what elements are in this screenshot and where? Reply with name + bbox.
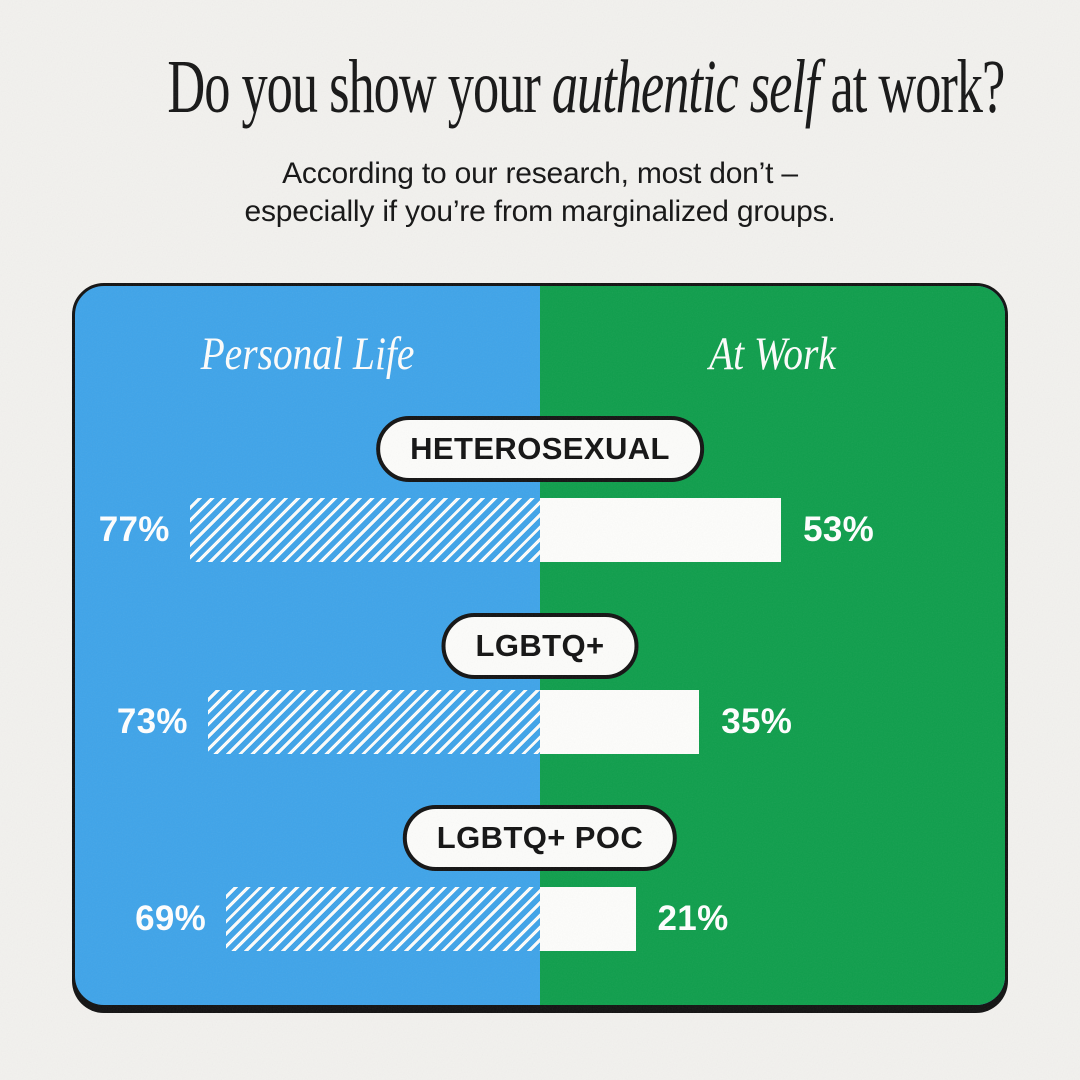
title-prefix: Do you show your (167, 45, 552, 129)
category-pill-lgbtq-poc: LGBTQ+ POC (402, 805, 678, 871)
subtitle: According to our research, most don’t – … (0, 155, 1080, 231)
subtitle-line-1: According to our research, most don’t – (282, 157, 798, 190)
personal-life-value-heterosexual: 77% (98, 510, 170, 549)
personal-life-bar-lgbtq-poc: 69% (135, 887, 540, 951)
at-work-value-lgbtq-poc: 21% (657, 899, 729, 938)
personal-life-column-label: Personal Life (200, 328, 415, 380)
personal-life-bar-heterosexual: 77% (99, 498, 540, 562)
at-work-bar-heterosexual: 53% (540, 498, 874, 562)
at-work-bar-lgbtq: 35% (540, 690, 792, 754)
bar-row-lgbtq: 73% 35% (75, 690, 1005, 754)
personal-life-bar-lgbtq: 73% (117, 690, 540, 754)
at-work-value-lgbtq: 35% (721, 702, 793, 741)
comparison-card: Personal Life At Work HETEROSEXUAL 77% 5… (72, 283, 1008, 1008)
page-title: Do you show your authentic self at work? (167, 44, 1005, 130)
category-pill-lgbtq: LGBTQ+ (441, 613, 639, 679)
title-emphasis: authentic self (551, 45, 820, 129)
bar-row-lgbtq-poc: 69% 21% (75, 887, 1005, 951)
subtitle-line-2: especially if you’re from marginalized g… (244, 195, 836, 228)
title-suffix: at work? (818, 45, 1006, 129)
at-work-value-heterosexual: 53% (803, 510, 875, 549)
at-work-column-label: At Work (709, 328, 836, 380)
personal-life-value-lgbtq: 73% (116, 702, 188, 741)
personal-life-value-lgbtq-poc: 69% (135, 899, 207, 938)
bar-row-heterosexual: 77% 53% (75, 498, 1005, 562)
category-pill-heterosexual: HETEROSEXUAL (376, 416, 704, 482)
at-work-bar-lgbtq-poc: 21% (540, 887, 728, 951)
